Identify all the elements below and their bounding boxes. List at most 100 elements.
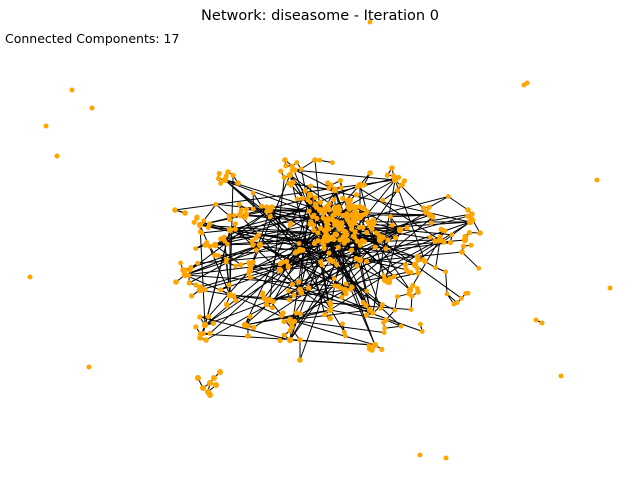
graph-edge (201, 229, 231, 234)
graph-node (330, 212, 336, 219)
isolated-node (558, 373, 564, 379)
graph-edge (382, 189, 398, 201)
graph-edge (204, 236, 441, 326)
graph-node (288, 182, 294, 188)
graph-node (355, 239, 360, 244)
graph-node (327, 315, 333, 321)
graph-node (321, 246, 327, 251)
isolated-node (443, 455, 449, 461)
graph-node (330, 235, 336, 242)
graph-node (353, 214, 360, 220)
graph-node (319, 262, 325, 268)
graph-node (194, 215, 200, 221)
graph-edge (384, 325, 402, 329)
graph-node (216, 253, 222, 259)
graph-node (415, 289, 421, 295)
graph-node (357, 242, 363, 248)
graph-node (302, 188, 308, 194)
graph-node (344, 216, 350, 222)
graph-node (331, 186, 339, 194)
graph-node (391, 173, 397, 179)
graph-edge (204, 240, 328, 326)
graph-node (306, 208, 312, 214)
graph-node (270, 298, 276, 305)
graph-node (349, 284, 354, 290)
graph-node (212, 252, 218, 258)
graph-node (286, 171, 294, 179)
isolated-node (69, 87, 75, 93)
graph-node (195, 260, 201, 266)
graph-node (294, 249, 300, 255)
graph-node (399, 182, 405, 188)
graph-node (263, 297, 269, 303)
graph-node (380, 302, 385, 307)
graph-node (308, 183, 314, 189)
isolated-node (539, 320, 545, 326)
graph-node (226, 282, 232, 288)
graph-edge (289, 339, 376, 346)
graph-node (465, 290, 471, 296)
graph-node (224, 257, 229, 262)
graph-edge (249, 269, 423, 332)
graph-edge (184, 242, 451, 276)
graph-node (317, 199, 323, 205)
graph-node (278, 168, 284, 174)
graph-node (329, 216, 336, 223)
graph-edge (289, 319, 376, 346)
graph-node (380, 234, 386, 240)
graph-edge (289, 309, 371, 321)
node-layer (27, 19, 613, 461)
graph-edge (259, 244, 346, 291)
graph-node (253, 247, 259, 253)
graph-node (326, 226, 332, 232)
graph-node (180, 267, 186, 273)
graph-node (236, 211, 244, 219)
graph-node (260, 290, 266, 296)
graph-node (341, 329, 347, 335)
graph-node (216, 170, 222, 177)
graph-node (447, 240, 454, 246)
graph-node (323, 204, 329, 210)
graph-node (207, 392, 213, 398)
graph-node (346, 206, 352, 212)
graph-edge (184, 274, 353, 288)
graph-node (287, 328, 293, 334)
graph-node (213, 382, 219, 388)
graph-node (269, 204, 275, 210)
graph-node (207, 380, 213, 386)
graph-node (326, 306, 334, 314)
graph-node (389, 165, 395, 171)
graph-node (306, 191, 314, 199)
graph-edge (357, 186, 441, 241)
graph-node (415, 257, 421, 263)
graph-node (172, 207, 178, 213)
graph-node (337, 178, 343, 184)
graph-node (222, 238, 228, 244)
graph-node (379, 346, 385, 352)
graph-node (296, 241, 302, 246)
graph-node (207, 243, 213, 249)
graph-node (423, 210, 429, 216)
graph-node (288, 320, 294, 326)
graph-node (385, 280, 390, 285)
graph-node (186, 280, 192, 286)
graph-node (332, 222, 338, 228)
graph-node (342, 333, 348, 339)
graph-node (372, 244, 378, 250)
graph-node (343, 291, 349, 297)
graph-node (364, 258, 370, 264)
graph-node (465, 207, 471, 213)
graph-node (462, 233, 468, 239)
graph-node (196, 221, 204, 229)
graph-node (353, 255, 359, 262)
graph-node (409, 293, 415, 299)
graph-node (223, 173, 229, 179)
graph-node (287, 223, 293, 228)
graph-node (443, 269, 449, 275)
graph-node (312, 195, 318, 201)
graph-node (247, 274, 254, 280)
graph-node (213, 201, 219, 207)
graph-node (291, 292, 297, 298)
graph-node (227, 216, 233, 223)
graph-node (369, 226, 375, 232)
